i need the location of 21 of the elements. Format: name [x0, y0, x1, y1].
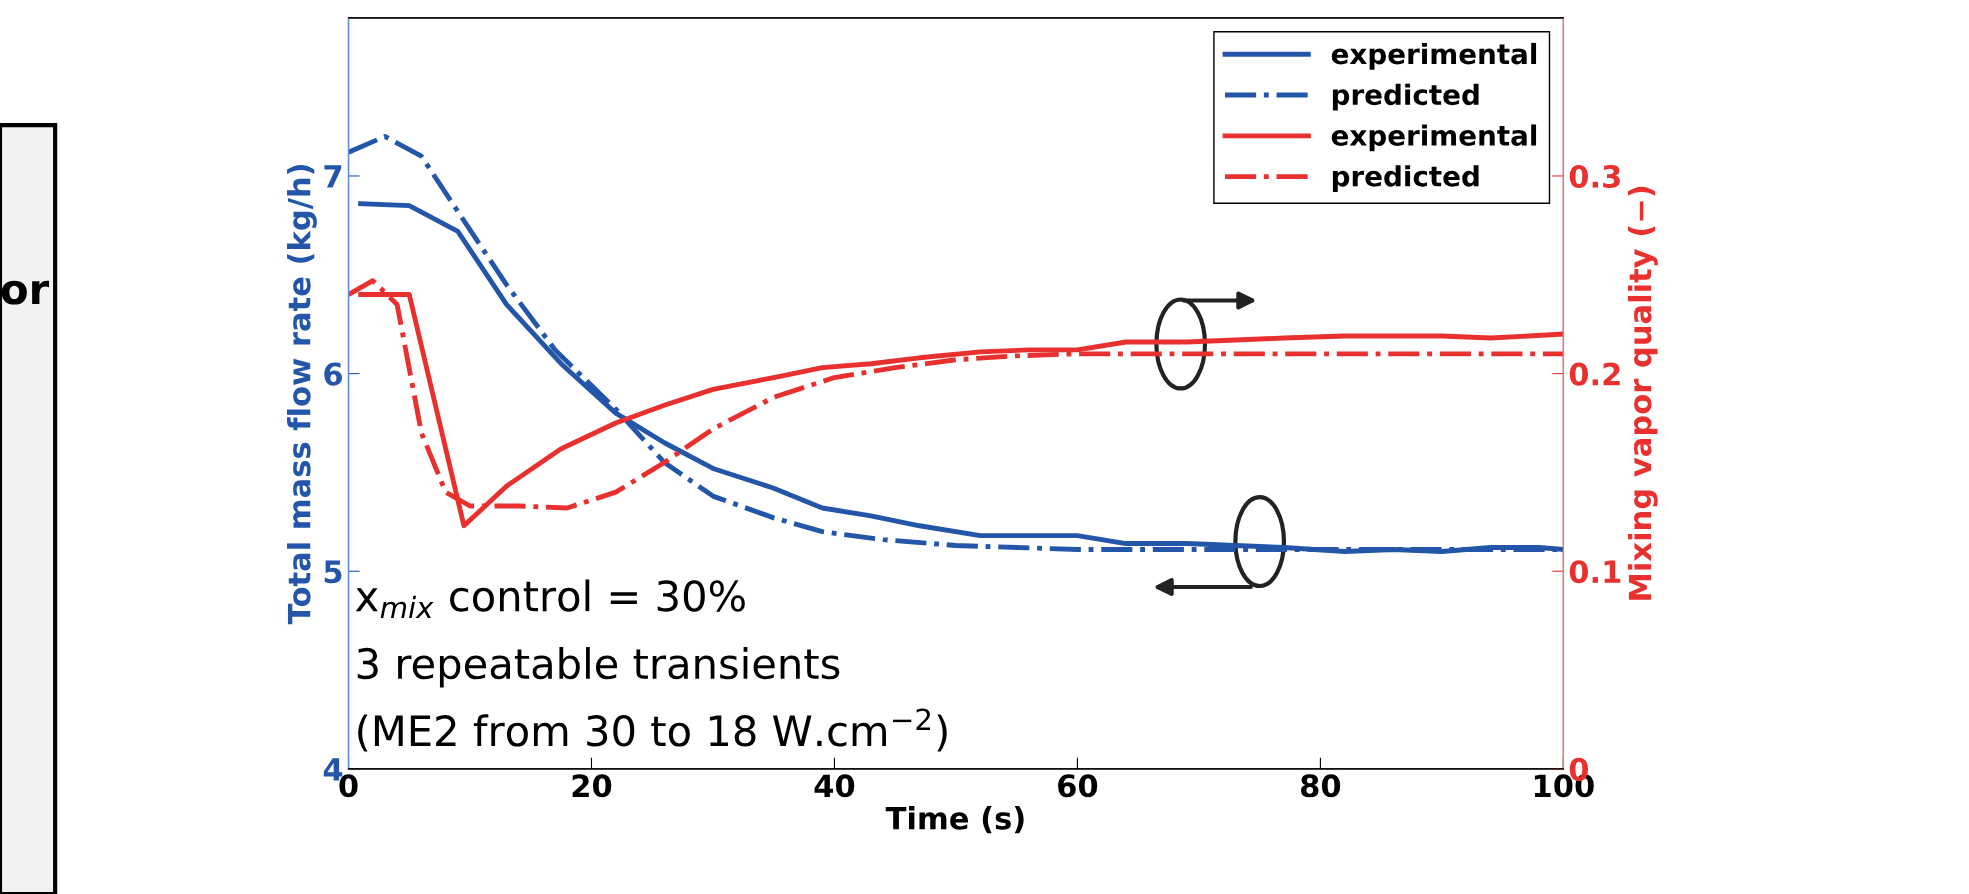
legend-label: experimental [1331, 42, 1537, 70]
annotation: (ME2 from 30 to 18 W.cm$^{−2}$) [358, 708, 947, 752]
y2-tick-label: 0.1 [1569, 560, 1621, 584]
annotation: x$_{mix}$ control = 30% [355, 579, 745, 618]
y2-axis-title: Mixing vapor quality (−) [1627, 186, 1658, 600]
x-tick-label: 60 [1058, 774, 1098, 798]
y2-tick-label: 0.3 [1569, 164, 1620, 189]
x-tick-label: 80 [1301, 774, 1341, 798]
legend-label: predicted [1332, 83, 1479, 111]
legend-label: predicted [1332, 165, 1479, 193]
y-axis-title: Total mass flow rate (kg/h) [287, 165, 317, 625]
x-tick-label: 40 [814, 774, 855, 798]
legend-label: experimental [1331, 124, 1537, 152]
annotation: 3 repeatable transients [357, 647, 840, 688]
y2-tick-label: 0.2 [1569, 362, 1620, 386]
y-tick-label: 7 [324, 165, 342, 188]
y-tick-label: 5 [324, 560, 342, 584]
y-tick-label: 6 [324, 362, 343, 386]
x-tick-label: 20 [572, 774, 612, 798]
text: or [1, 280, 50, 305]
x-axis-title: Time (s) [885, 806, 1024, 834]
